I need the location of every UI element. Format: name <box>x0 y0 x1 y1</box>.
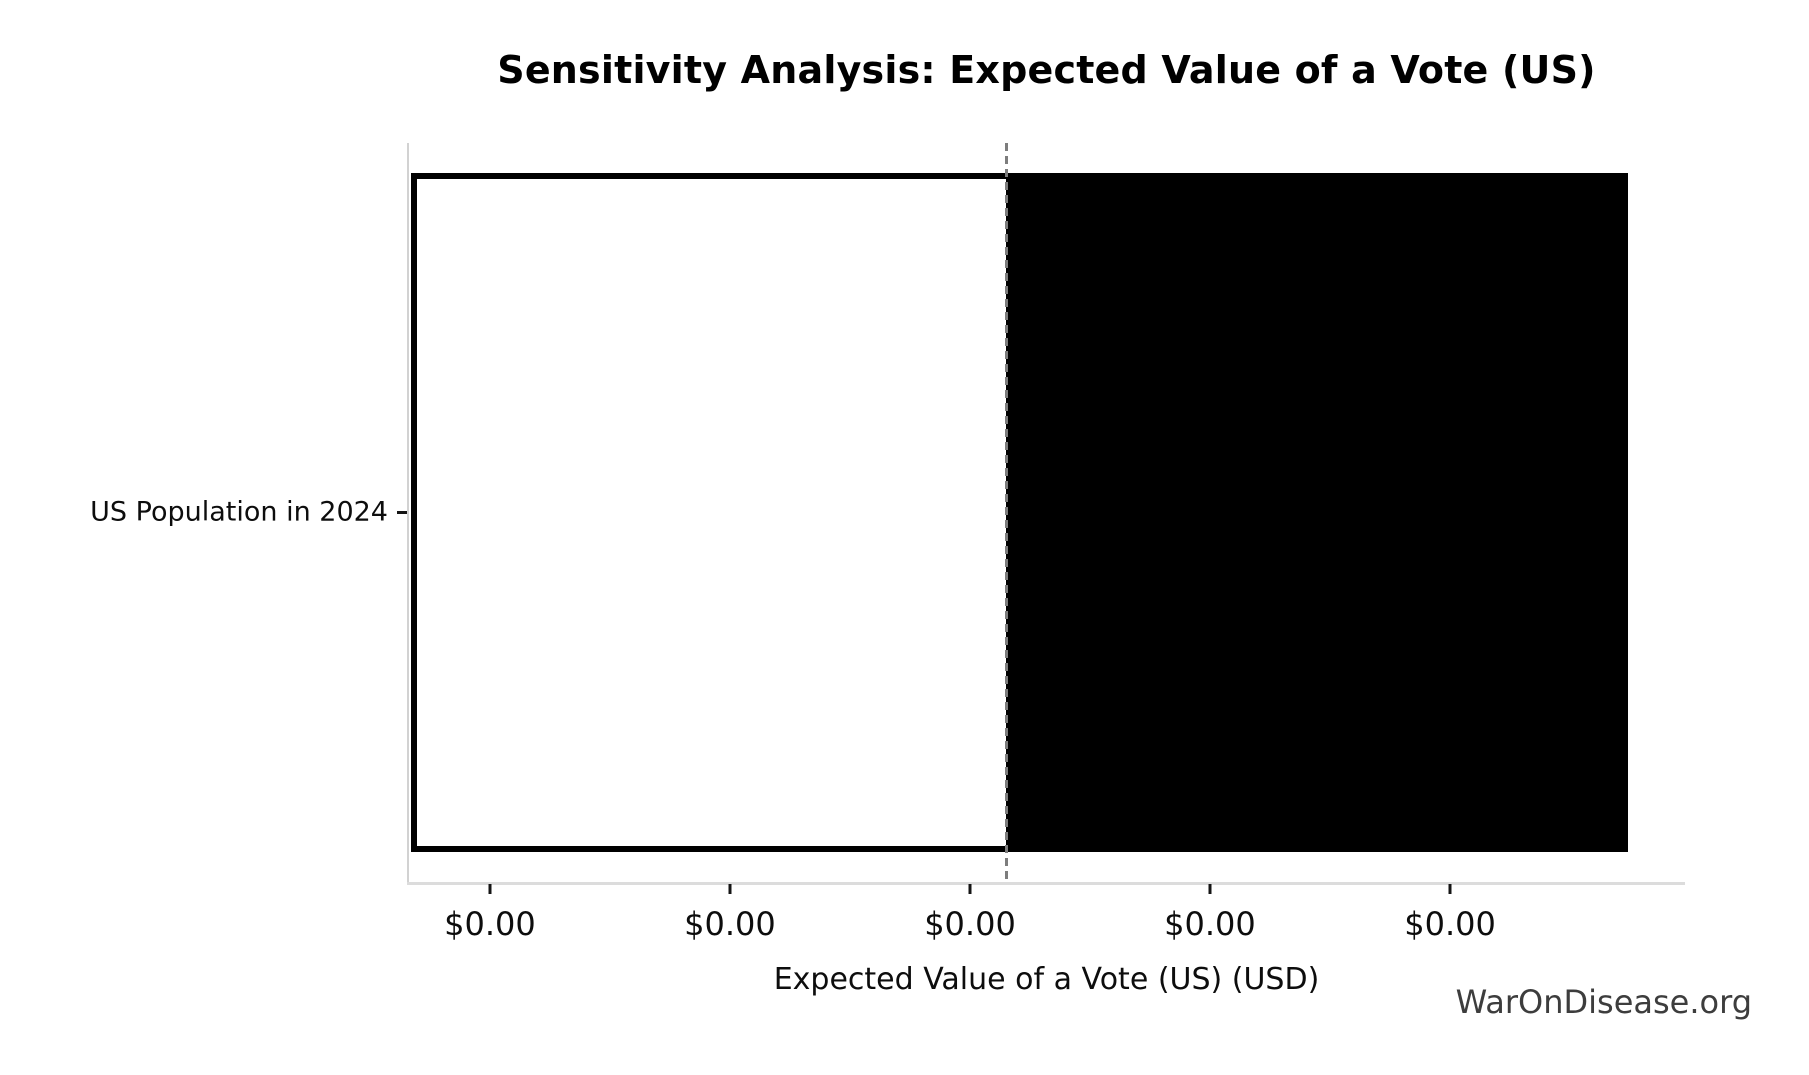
x-axis-tick-4 <box>1448 884 1452 894</box>
x-axis-tick-3 <box>1208 884 1212 894</box>
baseline-dashed-line <box>1005 143 1009 883</box>
bottom-axis-spine <box>407 882 1685 885</box>
plot-area: $0.00 $0.00 $0.00 $0.00 $0.00 US Population … <box>90 143 1685 943</box>
y-axis-tick <box>397 511 407 514</box>
left-axis-spine <box>407 143 409 883</box>
chart-title: Sensitivity Analysis: Expected Value of … <box>497 48 1596 92</box>
watermark-text: WarOnDisease.org <box>1455 983 1752 1021</box>
y-axis-tick-label: US Population in 2024 <box>90 496 388 528</box>
x-axis-tick-label-2: $0.00 <box>924 905 1016 943</box>
x-axis-tick-0 <box>488 884 492 894</box>
x-axis-label: Expected Value of a Vote (US) (USD) <box>773 962 1320 997</box>
x-axis-tick-label-3: $0.00 <box>1164 905 1256 943</box>
x-axis-tick-2 <box>968 884 972 894</box>
x-axis-tick-1 <box>728 884 732 894</box>
tornado-bar-high-segment <box>1006 172 1629 852</box>
x-axis-tick-label-0: $0.00 <box>444 905 536 943</box>
x-axis-tick-label-1: $0.00 <box>684 905 776 943</box>
x-axis-tick-label-4: $0.00 <box>1404 905 1496 943</box>
